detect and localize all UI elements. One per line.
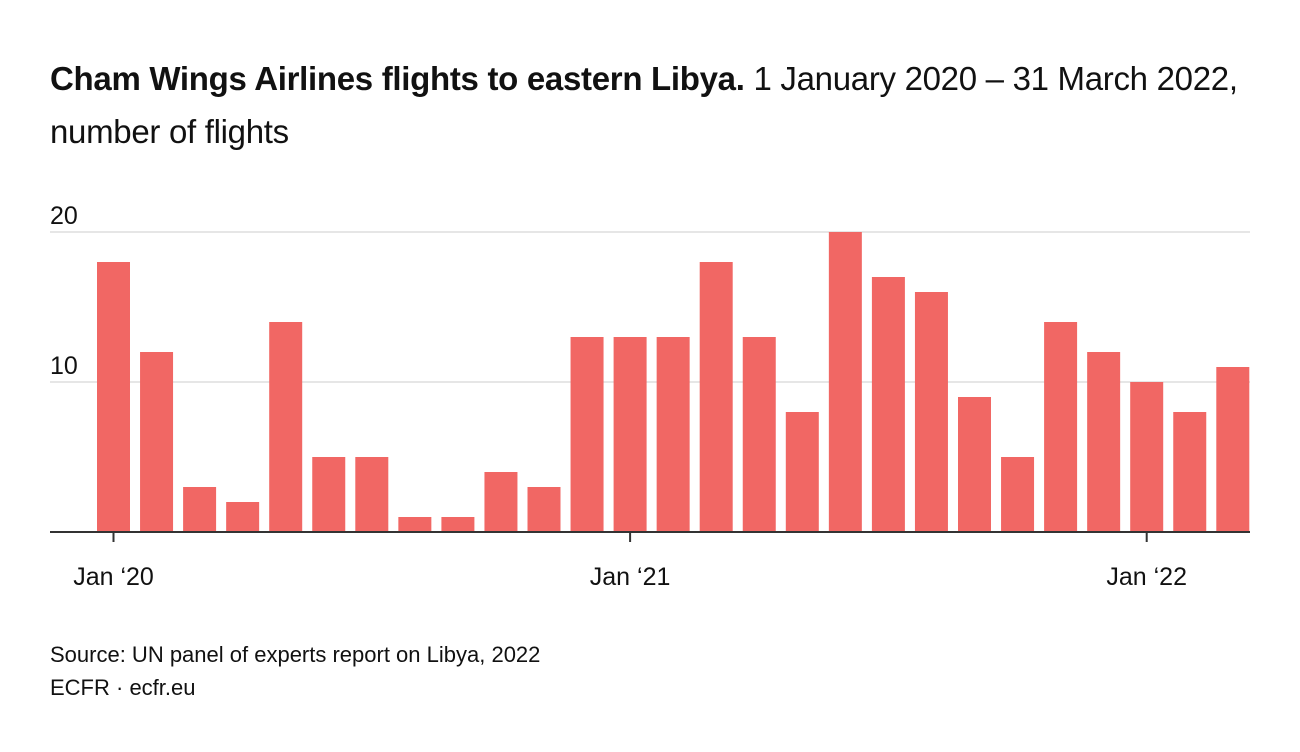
bar-mar-2022: [1216, 367, 1250, 532]
chart-title-bold: Cham Wings Airlines flights to eastern L…: [50, 60, 745, 97]
bar-feb-2020: [140, 352, 174, 532]
bar-feb-2022: [1173, 412, 1207, 532]
bar-jan-2020: [97, 262, 130, 532]
bar-oct-2020: [484, 472, 518, 532]
x-tick-label: Jan ‘20: [73, 563, 154, 591]
y-tick-label-10: 10: [50, 352, 78, 380]
bar-mar-2021: [699, 262, 733, 532]
bar-feb-2021: [656, 337, 690, 532]
x-tick-label: Jan ‘21: [590, 563, 671, 591]
x-tick-label: Jan ‘22: [1106, 563, 1187, 591]
bar-sep-2020: [441, 517, 475, 532]
bar-may-2020: [269, 322, 303, 532]
chart-title: Cham Wings Airlines flights to eastern L…: [50, 52, 1260, 158]
bar-jun-2020: [312, 457, 346, 532]
source-note: Source: UN panel of experts report on Li…: [50, 642, 541, 667]
bar-may-2021: [785, 412, 819, 532]
bar-aug-2021: [914, 292, 948, 532]
bar-apr-2021: [742, 337, 776, 532]
y-tick-label-20: 20: [50, 202, 78, 230]
bar-jan-2021: [613, 337, 647, 532]
bar-dec-2021: [1087, 352, 1121, 532]
bar-dec-2020: [570, 337, 604, 532]
bar-jul-2021: [871, 277, 905, 532]
footer: Source: UN panel of experts report on Li…: [50, 638, 540, 704]
bar-jun-2021: [828, 232, 862, 532]
bar-mar-2020: [183, 487, 217, 532]
bar-apr-2020: [226, 502, 260, 532]
bar-layer: [97, 232, 1250, 532]
bar-jan-2022: [1130, 382, 1164, 532]
axis-layer: Jan ‘20 Jan ‘21 Jan ‘22: [50, 531, 1250, 591]
bar-jul-2020: [355, 457, 389, 532]
bar-oct-2021: [1001, 457, 1035, 532]
chart-subtitle: 1 January 2020 – 31 March 2022, number o…: [50, 60, 1238, 150]
bar-aug-2020: [398, 517, 432, 532]
credit-note: ECFR · ecfr.eu: [50, 675, 196, 700]
bar-sep-2021: [958, 397, 991, 532]
bar-nov-2020: [527, 487, 561, 532]
bar-nov-2021: [1044, 322, 1078, 532]
